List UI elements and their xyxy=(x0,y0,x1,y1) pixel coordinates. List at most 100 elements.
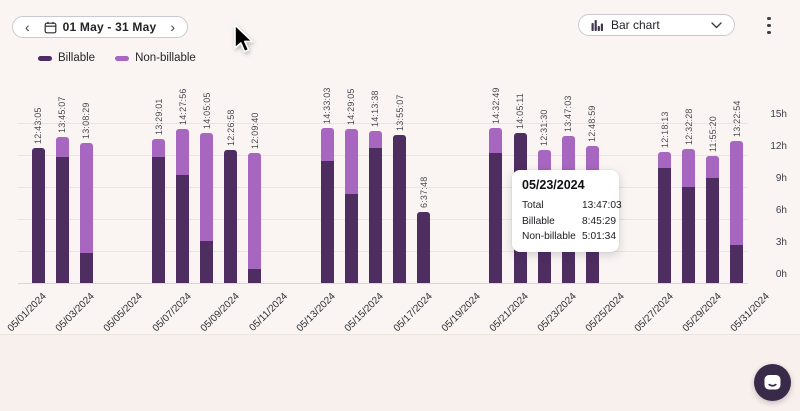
bar-05/03/2024[interactable] xyxy=(79,143,93,283)
kebab-menu-icon[interactable] xyxy=(762,16,776,35)
date-range-picker[interactable]: ‹ 01 May - 31 May › xyxy=(12,16,188,38)
nonbillable-segment xyxy=(489,128,503,154)
bar-total-label: 11:55:20 xyxy=(707,116,718,153)
nonbillable-segment xyxy=(248,153,262,270)
billable-segment xyxy=(393,134,406,283)
x-axis-label: 05/13/2024 xyxy=(294,291,338,335)
chart-tooltip: 05/23/2024 Total 13:47:03 Billable 8:45:… xyxy=(512,170,622,252)
bar-05/01/2024[interactable] xyxy=(31,147,45,283)
bar-total-label: 12:18:13 xyxy=(659,111,670,148)
x-axis-label: 05/09/2024 xyxy=(198,291,242,335)
nonbillable-segment xyxy=(79,143,93,253)
chart-legend: Billable Non-billable xyxy=(38,52,196,64)
bar-05/02/2024[interactable] xyxy=(55,136,69,283)
tooltip-total-label: Total xyxy=(522,200,544,211)
tooltip-nonbillable-label: Non-billable xyxy=(522,231,576,242)
bar-05/09/2024[interactable] xyxy=(224,150,238,283)
bar-total-label: 13:47:03 xyxy=(563,95,574,133)
bar-total-label: 12:32:28 xyxy=(683,108,694,146)
bar-05/30/2024[interactable] xyxy=(730,140,744,283)
legend-item-nonbillable: Non-billable xyxy=(115,52,196,64)
bar-05/06/2024[interactable] xyxy=(152,139,165,283)
nonbillable-segment xyxy=(55,136,69,158)
billable-segment xyxy=(200,241,214,283)
billable-segment xyxy=(79,252,93,283)
tooltip-total-value: 13:47:03 xyxy=(582,200,622,211)
gridline xyxy=(18,283,748,284)
y-axis-label: 12h xyxy=(770,141,787,153)
x-axis-label: 05/21/2024 xyxy=(487,291,531,335)
nonbillable-segment xyxy=(320,128,334,161)
billable-segment xyxy=(682,186,696,283)
billable-segment xyxy=(706,178,720,283)
x-axis-label: 05/05/2024 xyxy=(101,291,146,335)
nonbillable-segment xyxy=(368,131,382,148)
billable-segment xyxy=(248,269,262,283)
x-axis-label: 05/17/2024 xyxy=(391,291,435,335)
legend-item-billable: Billable xyxy=(38,52,95,64)
bar-total-label: 13:22:54 xyxy=(731,99,742,137)
nonbillable-segment xyxy=(152,139,165,158)
y-axis-label: 6h xyxy=(775,205,787,217)
x-axis-label: 05/27/2024 xyxy=(632,291,676,335)
chart-type-select[interactable]: Bar chart xyxy=(578,14,735,36)
nonbillable-segment xyxy=(176,128,190,175)
gridline xyxy=(18,187,748,189)
footer-band xyxy=(0,334,800,411)
billable-segment xyxy=(55,157,69,283)
billable-segment xyxy=(730,244,744,283)
y-axis-label: 3h xyxy=(775,237,787,249)
bar-total-label: 12:43:05 xyxy=(33,106,43,144)
legend-billable-label: Billable xyxy=(58,52,96,64)
bar-05/08/2024[interactable] xyxy=(200,132,214,283)
y-axis-label: 0h xyxy=(775,269,787,280)
tooltip-billable-value: 8:45:29 xyxy=(582,215,616,227)
bar-total-label: 12:31:30 xyxy=(539,108,550,146)
gridline xyxy=(18,123,748,125)
billable-segment xyxy=(368,147,382,283)
x-axis-label: 05/25/2024 xyxy=(583,291,628,335)
bar-total-label: 14:32:49 xyxy=(490,87,501,125)
bar-05/07/2024[interactable] xyxy=(176,128,190,283)
x-axis-label: 05/29/2024 xyxy=(680,291,724,335)
x-axis-label: 05/23/2024 xyxy=(535,291,579,335)
nonbillable-segment xyxy=(682,149,696,187)
bar-05/15/2024[interactable] xyxy=(368,131,382,283)
bar-05/14/2024[interactable] xyxy=(344,128,358,283)
bar-total-label: 14:05:05 xyxy=(201,92,212,129)
tooltip-nonbillable-value: 5:01:34 xyxy=(582,231,616,242)
billable-segment xyxy=(489,153,503,283)
bar-05/29/2024[interactable] xyxy=(706,156,720,283)
chat-launcher-button[interactable] xyxy=(754,364,791,401)
billable-segment xyxy=(344,194,358,283)
chevron-down-icon xyxy=(711,21,722,29)
bar-05/20/2024[interactable] xyxy=(489,128,503,283)
bar-05/28/2024[interactable] xyxy=(682,149,696,283)
bar-05/27/2024[interactable] xyxy=(658,152,672,283)
chevron-left-icon[interactable]: ‹ xyxy=(25,19,30,35)
nonbillable-segment xyxy=(344,128,358,195)
bar-05/16/2024[interactable] xyxy=(393,134,406,283)
bar-chart-icon xyxy=(591,19,604,31)
bar-05/10/2024[interactable] xyxy=(248,153,262,283)
x-axis-label: 05/07/2024 xyxy=(150,291,194,335)
x-axis-label: 05/03/2024 xyxy=(53,291,97,335)
chart-type-label: Bar chart xyxy=(611,18,660,32)
chat-icon xyxy=(763,374,782,392)
billable-segment xyxy=(31,147,45,283)
bar-total-label: 6:37:48 xyxy=(418,176,429,209)
y-axis-label: 9h xyxy=(775,173,787,185)
bar-total-label: 14:05:11 xyxy=(515,92,525,129)
bar-total-label: 13:55:07 xyxy=(394,94,405,131)
bar-05/13/2024[interactable] xyxy=(320,128,334,283)
billable-segment xyxy=(658,168,672,283)
gridline xyxy=(18,219,748,221)
bar-total-label: 13:45:07 xyxy=(57,95,68,133)
bar-total-label: 14:13:38 xyxy=(370,90,381,128)
gridline xyxy=(18,155,748,157)
billable-segment xyxy=(417,212,431,283)
bar-05/17/2024[interactable] xyxy=(417,212,431,283)
bar-total-label: 14:29:05 xyxy=(346,88,357,125)
chevron-right-icon[interactable]: › xyxy=(170,19,175,35)
y-axis-label: 15h xyxy=(770,109,787,121)
